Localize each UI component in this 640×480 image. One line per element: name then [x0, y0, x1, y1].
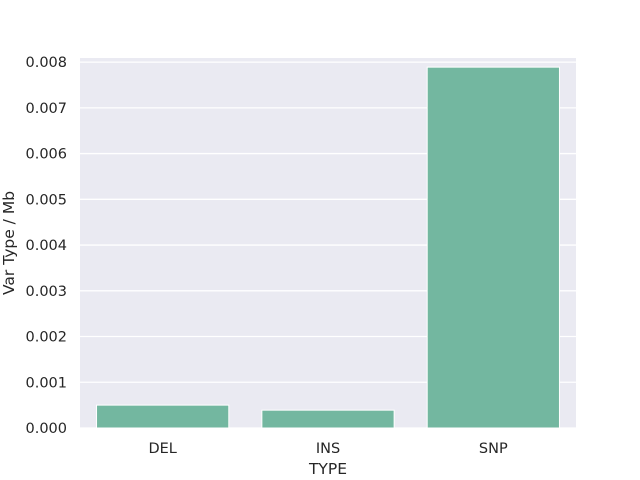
y-tick-label: 0.005	[25, 192, 67, 208]
x-tick-label: INS	[316, 441, 340, 457]
y-tick-label: 0.007	[25, 101, 67, 117]
y-tick-label: 0.002	[25, 330, 67, 346]
bar-ins	[261, 409, 395, 429]
y-axis-label: Var Type / Mb	[0, 191, 18, 295]
x-axis-label: TYPE	[308, 460, 347, 478]
y-tick-label: 0.006	[25, 147, 67, 163]
bar-snp	[426, 66, 560, 429]
y-tick-label: 0.000	[25, 421, 67, 437]
y-tick-label: 0.001	[25, 375, 67, 391]
x-tick-labels: DEL INS SNP	[148, 441, 508, 457]
y-tick-label: 0.008	[25, 55, 67, 71]
x-tick-label: SNP	[479, 441, 508, 457]
bars	[96, 66, 560, 429]
y-tick-labels: 0.000 0.001 0.002 0.003 0.004 0.005 0.006 0.007…	[25, 55, 67, 437]
x-tick-label: DEL	[148, 441, 176, 457]
y-tick-label: 0.004	[25, 238, 67, 254]
bar-del	[96, 404, 230, 429]
y-tick-label: 0.003	[25, 284, 67, 300]
